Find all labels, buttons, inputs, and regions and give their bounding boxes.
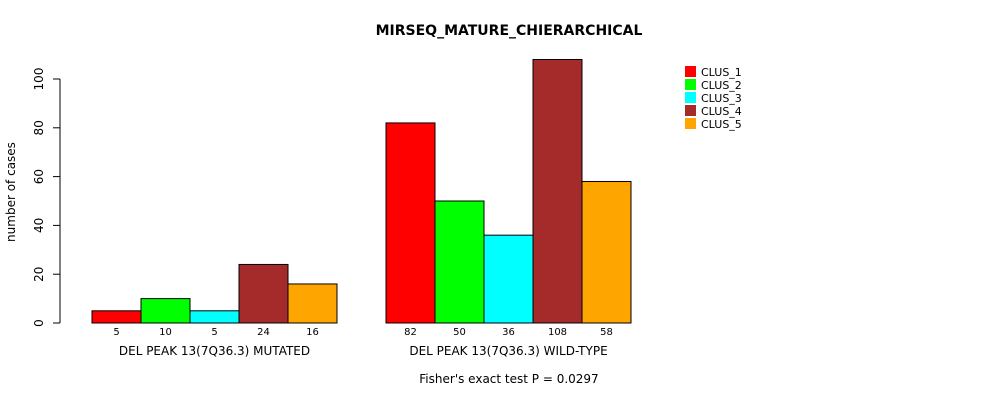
category-label-1: DEL PEAK 13(7Q36.3) MUTATED bbox=[119, 344, 310, 358]
y-tick-label: 20 bbox=[32, 267, 46, 282]
bar-value-label: 16 bbox=[306, 327, 319, 338]
legend-swatch-clus-5 bbox=[685, 118, 696, 129]
category-labels: DEL PEAK 13(7Q36.3) MUTATED DEL PEAK 13(7… bbox=[119, 344, 608, 358]
bar-value-labels: 5 10 5 24 16 82 50 36 108 58 bbox=[113, 327, 613, 338]
chart-title: MIRSEQ_MATURE_CHIERARCHICAL bbox=[376, 23, 643, 39]
bar-value-label: 36 bbox=[502, 327, 515, 338]
y-tick-label: 80 bbox=[32, 120, 46, 135]
bar-value-label: 58 bbox=[600, 327, 613, 338]
bar-clus-3-group-1 bbox=[189, 310, 240, 324]
bar-clus-4-group-2 bbox=[532, 58, 583, 324]
bar-value-label: 108 bbox=[548, 327, 567, 338]
legend-swatch-clus-3 bbox=[685, 92, 696, 103]
fisher-test-footnote: Fisher's exact test P = 0.0297 bbox=[419, 372, 598, 386]
bar-clus-2-group-1 bbox=[140, 298, 191, 324]
bar-value-label: 5 bbox=[211, 327, 217, 338]
legend-label-clus-2: CLUS_2 bbox=[701, 79, 742, 92]
y-axis-label: number of cases bbox=[4, 142, 18, 242]
legend-swatch-clus-1 bbox=[685, 66, 696, 77]
bar-clus-4-group-1 bbox=[238, 263, 289, 324]
bars bbox=[91, 58, 632, 324]
y-tick-label: 100 bbox=[32, 68, 46, 91]
legend-label-clus-5: CLUS_5 bbox=[701, 118, 742, 131]
bar-clus-1-group-1 bbox=[91, 310, 142, 324]
bar-value-label: 82 bbox=[404, 327, 417, 338]
legend-swatch-clus-4 bbox=[685, 105, 696, 116]
bar-clus-5-group-1 bbox=[287, 283, 338, 324]
legend-label-clus-1: CLUS_1 bbox=[701, 66, 742, 79]
bar-value-label: 10 bbox=[159, 327, 172, 338]
bar-value-label: 24 bbox=[257, 327, 270, 338]
bar-clus-5-group-2 bbox=[581, 180, 632, 324]
y-tick-label: 40 bbox=[32, 218, 46, 233]
y-axis: 0 20 40 60 80 100 bbox=[32, 68, 61, 327]
legend-label-clus-4: CLUS_4 bbox=[701, 105, 742, 118]
y-tick-label: 0 bbox=[32, 319, 46, 327]
y-tick-label: 60 bbox=[32, 169, 46, 184]
bar-value-label: 50 bbox=[453, 327, 466, 338]
category-label-2: DEL PEAK 13(7Q36.3) WILD-TYPE bbox=[409, 344, 607, 358]
bar-clus-1-group-2 bbox=[385, 122, 436, 324]
bar-clus-3-group-2 bbox=[483, 234, 534, 324]
legend-swatch-clus-2 bbox=[685, 79, 696, 90]
bar-clus-2-group-2 bbox=[434, 200, 485, 324]
legend-label-clus-3: CLUS_3 bbox=[701, 92, 742, 105]
bar-value-label: 5 bbox=[113, 327, 119, 338]
